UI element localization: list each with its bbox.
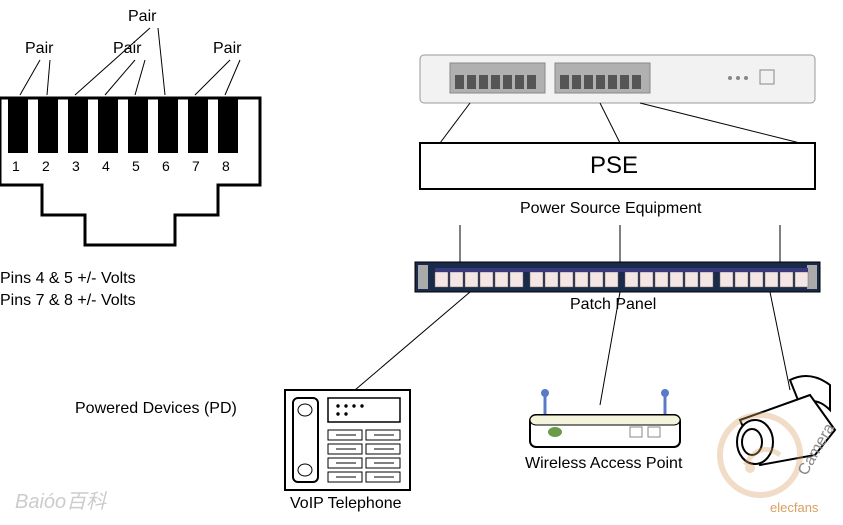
pair-mid-label: Pair — [113, 40, 141, 58]
voip-telephone-icon — [285, 390, 410, 490]
wireless-ap-icon — [530, 389, 680, 447]
pd-label: Powered Devices (PD) — [75, 400, 237, 418]
pins-note-1: Pins 4 & 5 +/- Volts — [0, 270, 136, 288]
ap-label: Wireless Access Point — [525, 455, 682, 473]
network-switch — [420, 55, 815, 103]
pair-top-label: Pair — [128, 8, 156, 26]
pin-7: 7 — [192, 158, 200, 174]
pse-text: PSE — [590, 152, 638, 180]
patch-panel-label: Patch Panel — [570, 296, 656, 314]
pair-left-label: Pair — [25, 40, 53, 58]
watermark-left: Baióo百科 — [15, 485, 106, 514]
patch-panel — [415, 262, 820, 292]
watermark-right-text: elecfans — [770, 500, 818, 515]
pair-right-label: Pair — [213, 40, 241, 58]
voip-label: VoIP Telephone — [290, 495, 402, 513]
pin-2: 2 — [42, 158, 50, 174]
pins-note-2: Pins 7 & 8 +/- Volts — [0, 292, 136, 310]
pse-caption: Power Source Equipment — [520, 200, 701, 218]
pin-4: 4 — [102, 158, 110, 174]
pin-6: 6 — [162, 158, 170, 174]
pin-5: 5 — [132, 158, 140, 174]
rj45-connector — [0, 28, 260, 245]
pin-1: 1 — [12, 158, 20, 174]
pin-3: 3 — [72, 158, 80, 174]
pin-8: 8 — [222, 158, 230, 174]
